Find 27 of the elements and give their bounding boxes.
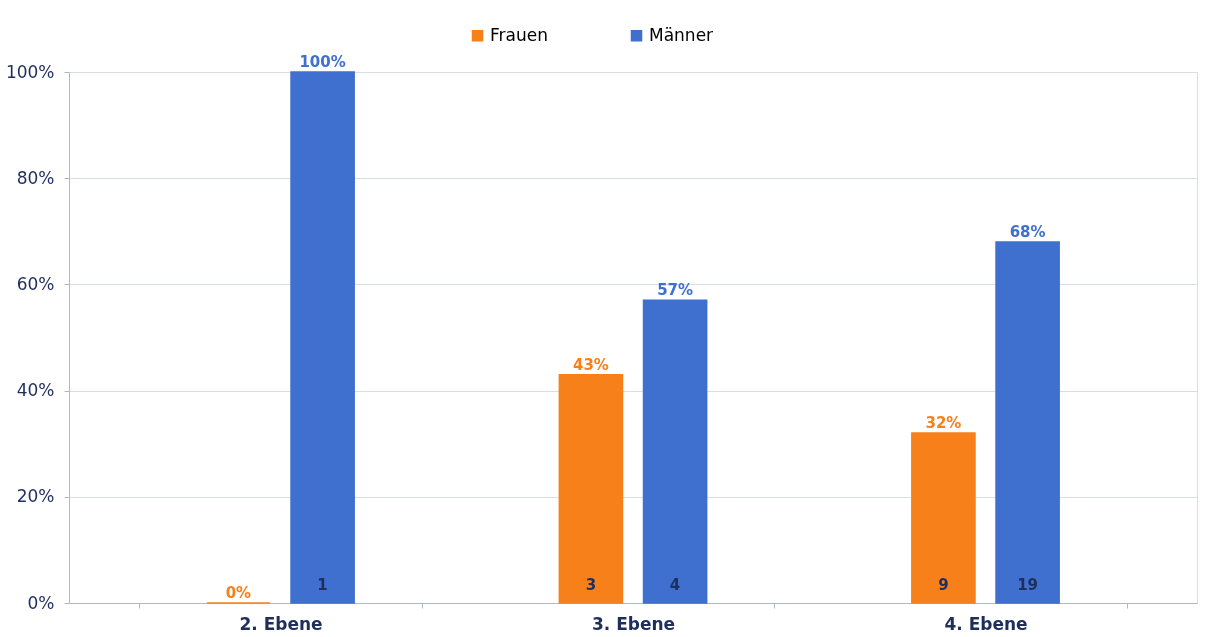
bar [642,299,708,604]
data-label: 0% [225,584,252,602]
bar [995,241,1060,604]
annotation: 4 [669,576,681,594]
data-label: 43% [572,355,609,374]
data-label: 100% [299,53,346,71]
bar [290,71,355,604]
annotation: 3 [585,576,597,594]
annotation: 19 [1017,576,1039,594]
bar [911,432,976,604]
y-tick-label: 100% [5,61,55,82]
bar [558,373,624,604]
x-tick-label: 4. Ebene [944,613,1028,634]
y-tick-label: 80% [16,167,55,188]
annotation: 1 [317,576,328,594]
data-label: 32% [925,414,962,433]
y-tick-label: 60% [16,273,55,294]
y-tick-label: 0% [27,592,55,613]
y-tick-label: 40% [16,380,55,401]
x-tick-label: 3. Ebene [591,613,676,634]
annotation: 9 [938,576,949,594]
legend-label: Frauen [490,24,548,45]
data-label: 68% [1009,222,1046,241]
x-tick-label: 2. Ebene [239,613,323,634]
data-label: 57% [657,281,694,300]
y-tick-label: 20% [16,486,55,507]
legend-label: Männer [649,24,714,45]
